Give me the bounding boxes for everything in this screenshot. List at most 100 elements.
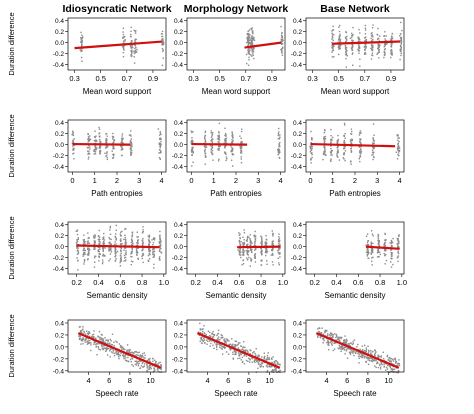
- data-point: [373, 359, 376, 362]
- data-point: [278, 233, 280, 235]
- data-point: [106, 152, 108, 154]
- data-point: [239, 352, 241, 354]
- data-point: [345, 50, 348, 52]
- y-tick-label: 0.0: [55, 244, 64, 251]
- data-point: [360, 132, 362, 134]
- data-point: [281, 47, 284, 49]
- data-point: [281, 43, 283, 45]
- data-point: [81, 50, 83, 52]
- data-point: [131, 235, 133, 237]
- y-axis-label: Duration difference: [7, 314, 16, 377]
- data-point: [371, 233, 374, 235]
- data-point: [130, 263, 132, 266]
- data-point: [364, 52, 366, 54]
- data-point: [384, 244, 386, 247]
- data-point: [232, 343, 234, 345]
- data-point: [241, 141, 243, 144]
- data-point: [149, 254, 151, 256]
- data-point: [140, 356, 142, 359]
- data-point: [278, 152, 280, 155]
- data-point: [86, 335, 89, 337]
- data-point: [213, 347, 215, 350]
- data-point: [104, 147, 107, 149]
- data-point: [365, 350, 367, 352]
- data-point: [249, 359, 251, 361]
- data-point: [218, 138, 220, 140]
- data-point: [377, 48, 380, 50]
- data-point: [385, 239, 387, 241]
- data-point: [247, 235, 249, 238]
- data-point: [83, 261, 85, 263]
- data-point: [380, 362, 383, 365]
- data-point: [84, 253, 86, 255]
- data-point: [120, 240, 122, 243]
- data-point: [118, 356, 120, 358]
- fit-line: [237, 245, 281, 249]
- x-tick-label: 8: [366, 376, 370, 385]
- data-point: [202, 330, 204, 333]
- data-point: [94, 255, 96, 257]
- data-point: [162, 49, 164, 51]
- data-point: [272, 253, 274, 256]
- data-point: [338, 337, 340, 339]
- data-point: [257, 367, 259, 369]
- data-point: [392, 237, 394, 240]
- data-point: [148, 250, 150, 252]
- data-point: [218, 141, 220, 143]
- data-point: [322, 153, 325, 156]
- data-point: [113, 141, 115, 143]
- data-point: [325, 341, 328, 344]
- data-point: [93, 330, 95, 332]
- data-point: [98, 135, 101, 137]
- data-point: [339, 46, 341, 48]
- data-point: [130, 144, 133, 147]
- data-point: [237, 357, 239, 360]
- data-point: [121, 148, 123, 151]
- data-point: [204, 130, 207, 132]
- data-point: [277, 249, 280, 251]
- data-point: [366, 356, 368, 358]
- data-point: [240, 359, 242, 361]
- data-point: [72, 153, 74, 155]
- data-point: [76, 233, 79, 236]
- data-point: [372, 123, 375, 125]
- data-point: [199, 329, 202, 331]
- data-point: [160, 252, 163, 254]
- data-point: [377, 27, 379, 30]
- data-point: [99, 246, 101, 248]
- data-point: [99, 349, 102, 351]
- data-point: [371, 264, 373, 266]
- data-point: [141, 254, 144, 256]
- data-point: [135, 51, 138, 53]
- data-point: [82, 326, 84, 328]
- data-point: [340, 336, 342, 339]
- data-point: [345, 36, 347, 38]
- data-point: [201, 339, 203, 341]
- data-point: [247, 38, 249, 40]
- data-point: [377, 362, 379, 364]
- data-point: [374, 365, 376, 367]
- data-point: [353, 350, 355, 352]
- data-point: [344, 353, 346, 355]
- data-point: [365, 360, 367, 363]
- data-point: [272, 356, 274, 358]
- data-point: [238, 241, 241, 243]
- data-point: [345, 40, 347, 43]
- data-point: [255, 348, 257, 350]
- data-point: [116, 341, 118, 344]
- data-point: [225, 159, 227, 162]
- data-point: [360, 150, 363, 153]
- data-point: [364, 355, 366, 358]
- data-point: [365, 47, 367, 49]
- data-point: [87, 258, 89, 260]
- data-point: [77, 252, 79, 254]
- y-tick-label: 0.4: [55, 18, 64, 25]
- data-point: [209, 345, 211, 347]
- data-point: [102, 255, 104, 257]
- data-point: [252, 54, 254, 57]
- data-point: [338, 45, 340, 47]
- data-point: [231, 133, 234, 136]
- data-point: [397, 143, 399, 145]
- data-point: [122, 46, 125, 48]
